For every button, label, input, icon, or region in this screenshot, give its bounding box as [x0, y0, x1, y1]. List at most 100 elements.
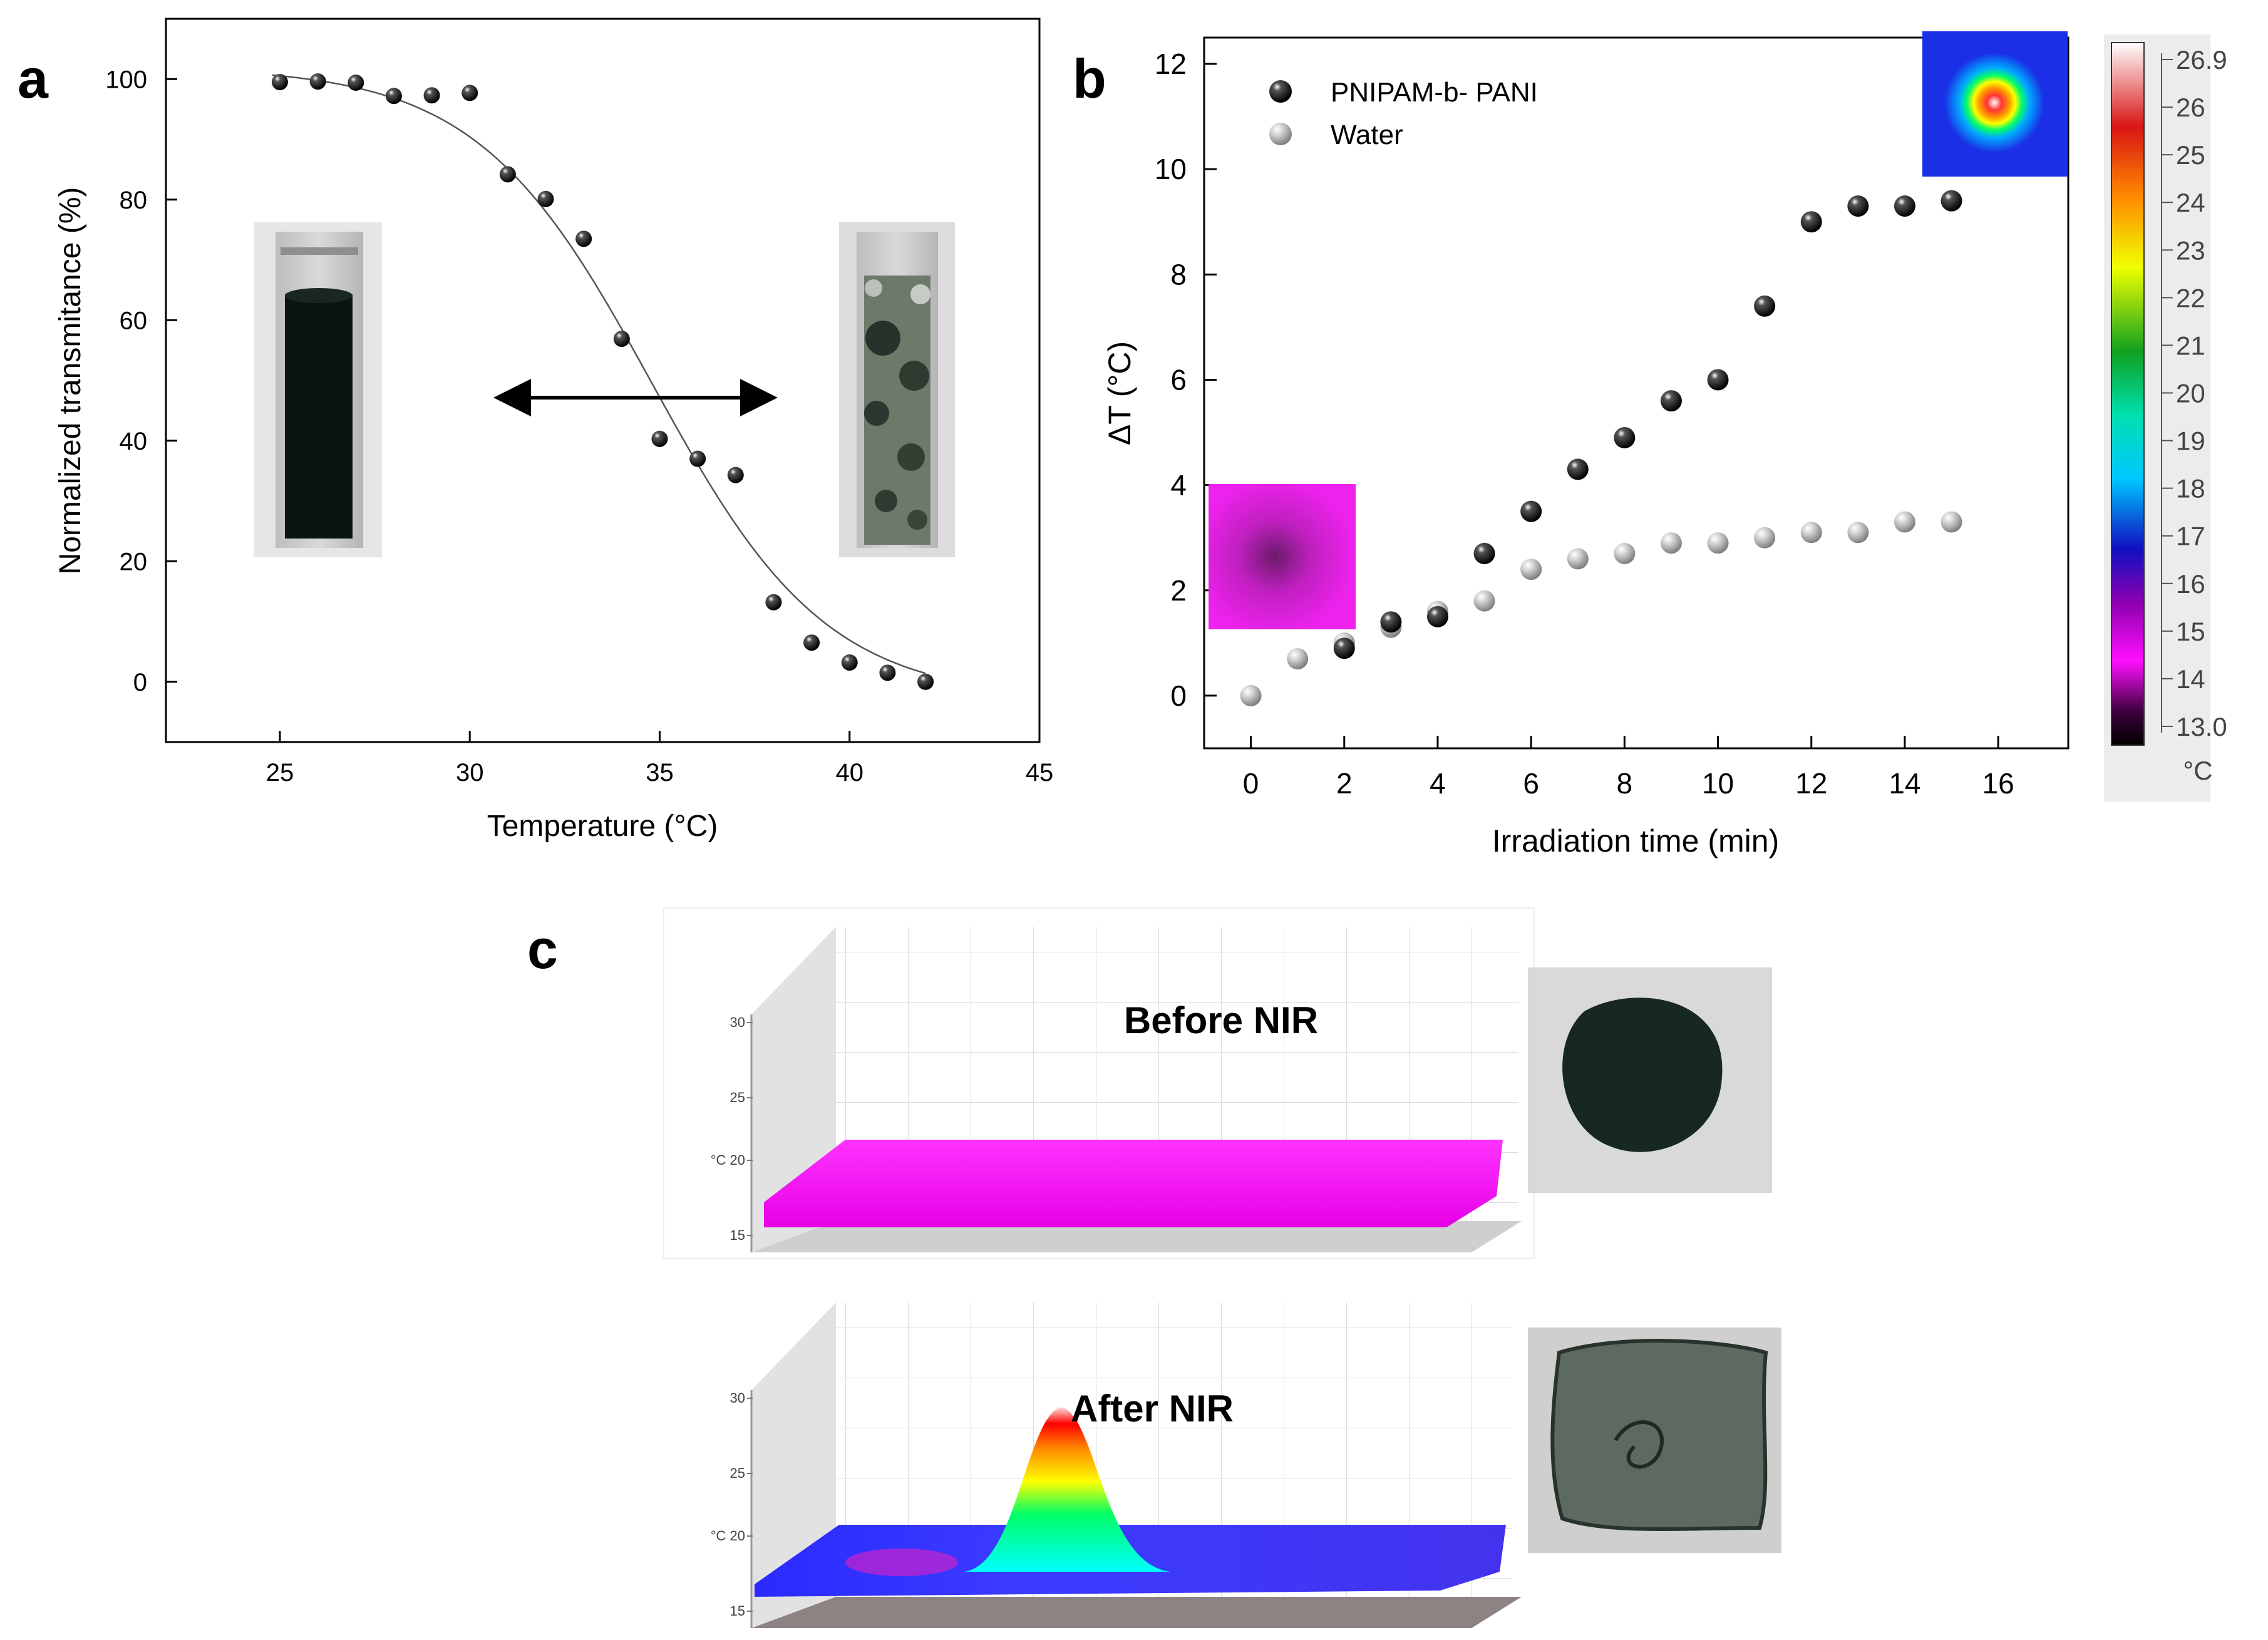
polymer-point — [1380, 611, 1402, 633]
data-point — [803, 634, 820, 651]
thermal-inset-water — [1209, 484, 1356, 629]
y-tick-label: 40 — [120, 428, 148, 455]
y-tick-label: 8 — [1170, 258, 1187, 291]
x-tick-label: 35 — [646, 759, 674, 786]
data-point — [423, 87, 440, 104]
x-tick-label: 25 — [266, 759, 294, 786]
data-point — [271, 74, 288, 91]
gel-photo-before — [1528, 967, 1772, 1193]
data-point — [499, 166, 516, 183]
data-point — [689, 450, 706, 467]
colorbar-tick-label: 21 — [2176, 331, 2205, 360]
legend-label-polymer: PNIPAM-b- PANI — [1331, 77, 1538, 108]
water-point — [1754, 527, 1776, 549]
chart-c: 30 25 °C 20 15 Before NIR 30 25 °C 20 15 After… — [663, 907, 1781, 1640]
colorbar-tick-label: 17 — [2176, 522, 2205, 551]
water-point — [1894, 511, 1915, 533]
colorbar-tick-label: 25 — [2176, 140, 2205, 170]
panel-letter-b: b — [1073, 48, 1106, 110]
x-tick-label: 14 — [1889, 767, 1920, 800]
z-tick-label: 15 — [730, 1603, 745, 1619]
surface-plot-before: 30 25 °C 20 15 Before NIR — [663, 907, 1535, 1259]
water-point — [1240, 684, 1262, 706]
y-tick-label: 2 — [1170, 574, 1187, 607]
polymer-point — [1707, 369, 1729, 391]
x-tick-label: 12 — [1795, 767, 1827, 800]
x-tick-label: 0 — [1243, 767, 1259, 800]
x-tick-label: 10 — [1702, 767, 1734, 800]
x-tick-label: 2 — [1336, 767, 1353, 800]
y-tick-label: 20 — [120, 548, 148, 575]
legend-marker-water — [1269, 123, 1292, 145]
colorbar-tick-label: 24 — [2176, 188, 2205, 217]
data-point — [575, 230, 592, 247]
water-point — [1614, 542, 1636, 564]
water-point — [1707, 532, 1729, 554]
polymer-point — [1941, 190, 1962, 212]
y-tick-label: 80 — [120, 187, 148, 214]
x-tick-label: 40 — [835, 759, 863, 786]
surface-plot-after: 30 25 °C 20 15 After NIR — [664, 1284, 1522, 1640]
y-tick-label: 0 — [1170, 679, 1187, 712]
z-tick-label: °C 20 — [711, 1528, 745, 1544]
data-point — [651, 430, 668, 447]
data-point — [917, 673, 934, 690]
cuvette-photo-right — [839, 222, 955, 557]
water-point — [1800, 522, 1822, 544]
chart-b-ylabel: ΔT (°C) — [1102, 341, 1137, 445]
x-tick-label: 45 — [1026, 759, 1054, 786]
water-point — [1941, 511, 1962, 533]
after-nir-label: After NIR — [1071, 1388, 1234, 1430]
cuvette-photo-left — [254, 222, 382, 557]
polymer-point — [1754, 295, 1776, 317]
polymer-point — [1333, 637, 1355, 659]
z-tick-label: 25 — [730, 1090, 745, 1105]
data-point — [879, 664, 896, 681]
before-nir-label: Before NIR — [1124, 999, 1318, 1041]
polymer-point — [1567, 458, 1589, 480]
y-tick-label: 0 — [133, 669, 147, 696]
colorbar: 26.9 26 25 24 23 22 21 20 19 18 17 16 15 14 13.0 °C — [2104, 34, 2227, 802]
data-point — [613, 331, 630, 348]
y-tick-label: 60 — [120, 307, 148, 334]
chart-a-frame — [165, 18, 1041, 743]
polymer-point — [1473, 542, 1495, 564]
colorbar-tick-label: 14 — [2176, 664, 2205, 694]
legend-label-water: Water — [1331, 120, 1403, 150]
colorbar-tick-label: 16 — [2176, 569, 2205, 599]
data-point — [385, 88, 402, 105]
polymer-point — [1800, 211, 1822, 233]
data-point — [309, 73, 326, 90]
legend-marker-polymer — [1269, 80, 1292, 103]
x-tick-label: 30 — [456, 759, 484, 786]
z-tick-label: 15 — [730, 1227, 745, 1243]
water-point — [1287, 648, 1309, 670]
z-tick-label: 25 — [730, 1465, 745, 1481]
y-tick-label: 12 — [1155, 48, 1187, 80]
colorbar-tick-label: 18 — [2176, 474, 2205, 503]
chart-a-ylabel: Normalized transmitance (%) — [54, 187, 87, 575]
fit-curve — [272, 74, 926, 674]
water-point — [1520, 559, 1542, 580]
chart-a-xlabel: Temperature (°C) — [487, 810, 718, 843]
gel-photo-after — [1528, 1328, 1781, 1553]
z-tick-label: 30 — [730, 1390, 745, 1406]
data-point — [841, 654, 858, 671]
colorbar-tick-label: 22 — [2176, 283, 2205, 312]
polymer-point — [1847, 195, 1869, 217]
colorbar-tick-label: 15 — [2176, 617, 2205, 646]
chart-b-xlabel: Irradiation time (min) — [1492, 823, 1779, 859]
colorbar-tick-label: 13.0 — [2176, 712, 2227, 741]
data-point — [461, 85, 478, 101]
x-tick-label: 6 — [1523, 767, 1539, 800]
chart-b-frame — [1203, 36, 2070, 750]
y-tick-label: 4 — [1170, 469, 1187, 502]
y-tick-label: 100 — [105, 66, 147, 93]
colorbar-tick-label: 26 — [2176, 93, 2205, 122]
data-point — [348, 75, 364, 91]
polymer-point — [1426, 606, 1448, 627]
colorbar-tick-label: 19 — [2176, 426, 2205, 456]
water-point — [1660, 532, 1682, 554]
